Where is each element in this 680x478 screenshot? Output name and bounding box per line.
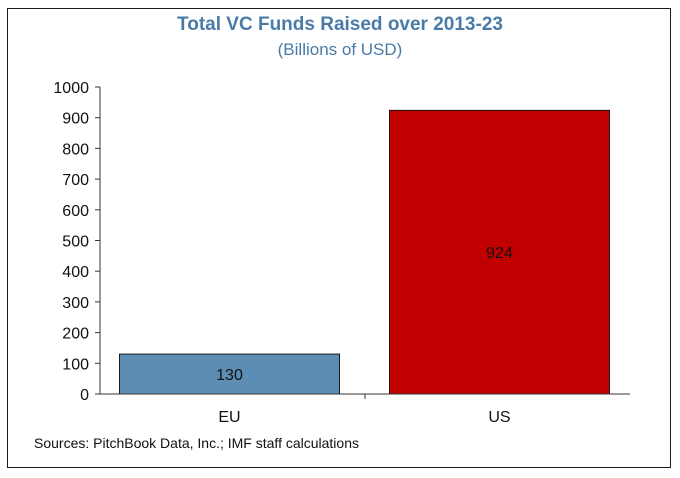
source-note: Sources: PitchBook Data, Inc.; IMF staff… (34, 435, 359, 451)
chart-subtitle: (Billions of USD) (277, 40, 403, 59)
y-tick-label: 0 (80, 387, 89, 404)
bars: 130 924 (119, 109, 610, 395)
x-axis: EU US (218, 409, 510, 426)
data-label-eu: 130 (216, 367, 243, 384)
y-tick-label: 1000 (53, 80, 89, 97)
y-tick-label: 500 (62, 234, 89, 251)
y-tick-label: 100 (62, 356, 89, 373)
data-label-us: 924 (486, 245, 513, 262)
y-tick-label: 400 (62, 264, 89, 281)
y-tick-label: 200 (62, 326, 89, 343)
y-tick-label: 300 (62, 295, 89, 312)
y-axis: 0 100 200 300 400 500 600 700 800 900 1000 (53, 80, 100, 404)
bar-us (389, 109, 610, 395)
axis-lines (99, 87, 630, 399)
y-tick-label: 600 (62, 203, 89, 220)
chart-title: Total VC Funds Raised over 2013-23 (177, 14, 503, 35)
x-tick-label-eu: EU (218, 409, 240, 426)
x-tick-label-us: US (488, 409, 510, 426)
y-tick-label: 700 (62, 172, 89, 189)
y-tick-label: 900 (62, 111, 89, 128)
y-tick-label: 800 (62, 141, 89, 158)
